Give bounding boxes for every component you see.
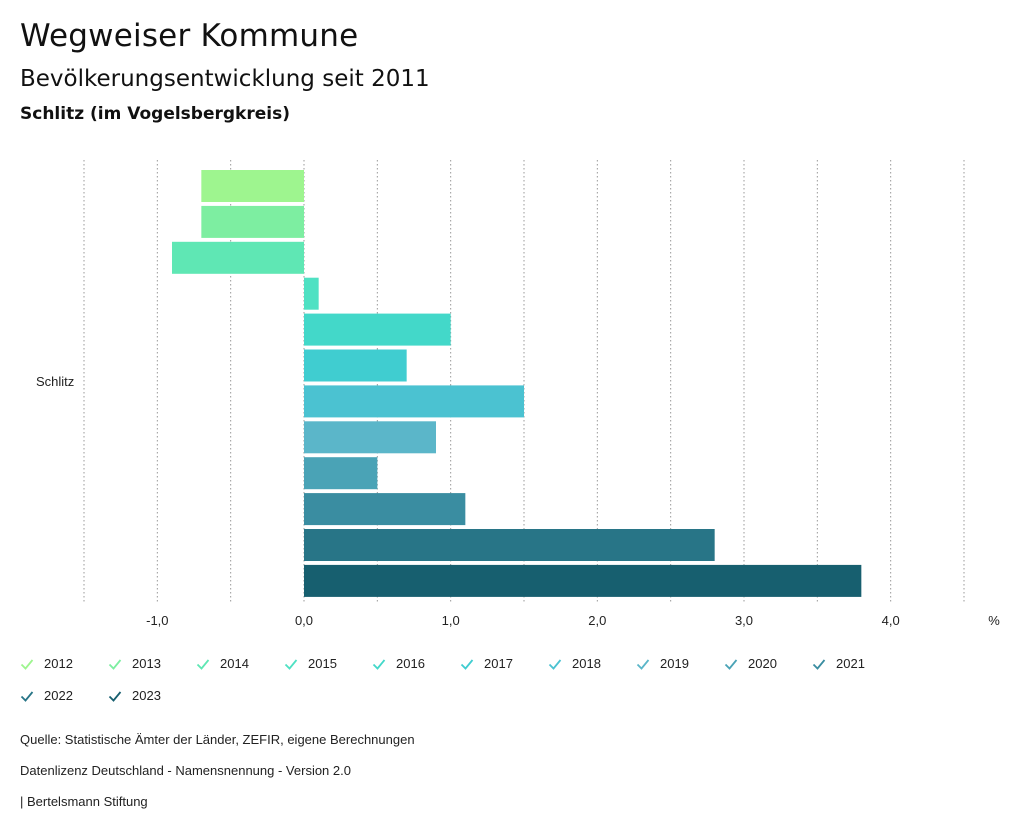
legend-label: 2017: [484, 656, 513, 671]
legend-item-2022[interactable]: 2022: [20, 688, 73, 703]
source-text: Quelle: Statistische Ämter der Länder, Z…: [20, 732, 415, 747]
legend-item-2013[interactable]: 2013: [108, 656, 161, 671]
x-tick-label: 1,0: [442, 613, 460, 628]
check-icon: [20, 690, 34, 702]
x-tick-label: -1,0: [146, 613, 168, 628]
bar-2014: [172, 241, 304, 274]
legend-label: 2016: [396, 656, 425, 671]
unit-label: %: [988, 613, 1000, 628]
legend-item-2014[interactable]: 2014: [196, 656, 249, 671]
legend-item-2021[interactable]: 2021: [812, 656, 865, 671]
check-icon: [284, 658, 298, 670]
x-tick-label: 2,0: [588, 613, 606, 628]
legend-label: 2020: [748, 656, 777, 671]
bar-2020: [304, 457, 378, 490]
bar-2012: [201, 170, 304, 202]
bar-2018: [304, 385, 524, 418]
legend-label: 2023: [132, 688, 161, 703]
legend-label: 2014: [220, 656, 249, 671]
legend-label: 2015: [308, 656, 337, 671]
category-label: Schlitz: [36, 374, 74, 389]
check-icon: [20, 658, 34, 670]
check-icon: [460, 658, 474, 670]
bar-2019: [304, 421, 436, 454]
x-tick-label: 3,0: [735, 613, 753, 628]
check-icon: [196, 658, 210, 670]
bar-2023: [304, 564, 862, 597]
check-icon: [548, 658, 562, 670]
bar-chart: -1,0 0,0 1,0 2,0 3,0 4,0 % Schlitz: [36, 160, 1000, 628]
x-tick-label: 0,0: [295, 613, 313, 628]
legend-label: 2012: [44, 656, 73, 671]
check-icon: [108, 690, 122, 702]
legend-label: 2021: [836, 656, 865, 671]
publisher-text: | Bertelsmann Stiftung: [20, 794, 148, 809]
legend-label: 2018: [572, 656, 601, 671]
legend-label: 2013: [132, 656, 161, 671]
legend-item-2020[interactable]: 2020: [724, 656, 777, 671]
legend-item-2012[interactable]: 2012: [20, 656, 73, 671]
chart-subtitle: Bevölkerungsentwicklung seit 2011: [20, 66, 430, 92]
bar-2016: [304, 313, 451, 346]
bar-2022: [304, 529, 715, 561]
legend-item-2023[interactable]: 2023: [108, 688, 161, 703]
legend-label: 2019: [660, 656, 689, 671]
region-label: Schlitz (im Vogelsbergkreis): [20, 104, 290, 124]
check-icon: [108, 658, 122, 670]
bar-2013: [201, 205, 304, 238]
bar-2021: [304, 493, 466, 526]
check-icon: [724, 658, 738, 670]
legend-label: 2022: [44, 688, 73, 703]
x-tick-label: 4,0: [882, 613, 900, 628]
legend-item-2018[interactable]: 2018: [548, 656, 601, 671]
license-text: Datenlizenz Deutschland - Namensnennung …: [20, 763, 351, 778]
legend-item-2016[interactable]: 2016: [372, 656, 425, 671]
bar-2017: [304, 349, 407, 382]
legend-item-2019[interactable]: 2019: [636, 656, 689, 671]
check-icon: [812, 658, 826, 670]
bar-2015: [304, 277, 319, 310]
page-title: Wegweiser Kommune: [20, 18, 359, 54]
check-icon: [372, 658, 386, 670]
legend-item-2015[interactable]: 2015: [284, 656, 337, 671]
check-icon: [636, 658, 650, 670]
legend-item-2017[interactable]: 2017: [460, 656, 513, 671]
